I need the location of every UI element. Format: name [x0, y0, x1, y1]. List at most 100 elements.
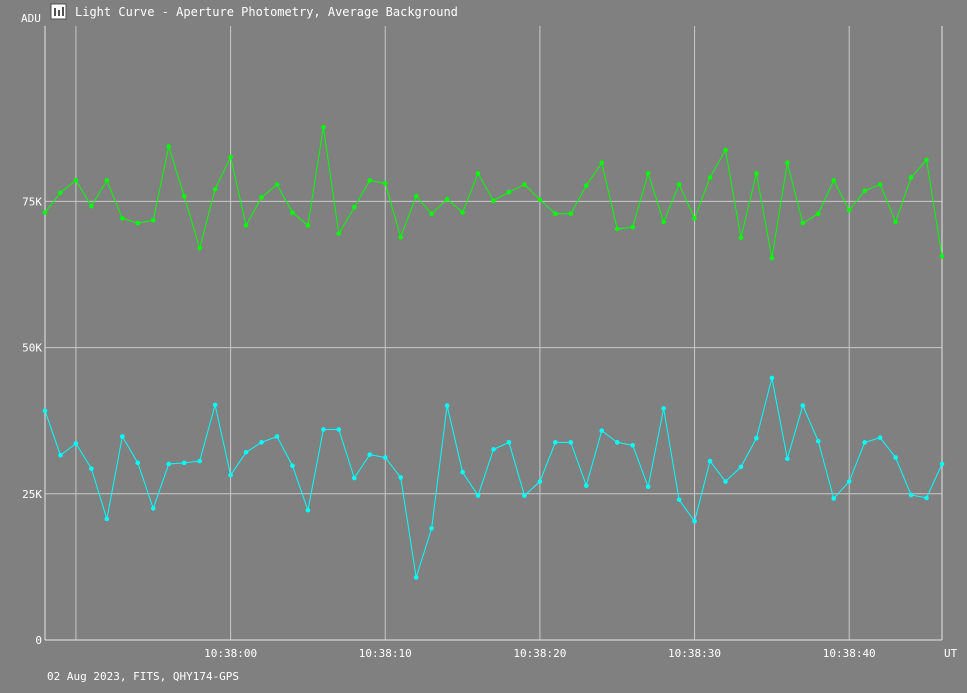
series-lower-point [831, 496, 837, 501]
series-upper-point [398, 234, 404, 240]
series-lower-point [166, 461, 172, 467]
series-upper-point [522, 182, 527, 187]
series-lower-point [104, 516, 110, 522]
series-upper-point [305, 223, 311, 228]
series-upper-point [877, 182, 883, 187]
series-upper-point [676, 182, 682, 187]
series-lower-point [58, 452, 63, 458]
series-lower-point [614, 440, 620, 445]
series-upper-point [583, 183, 589, 188]
x-tick-label-1: 10:38:00 [204, 647, 257, 660]
series-lower-point [769, 375, 775, 381]
series-lower-point [785, 456, 790, 462]
x-axis-label: UT [944, 647, 958, 660]
series-upper-point [893, 219, 898, 225]
series-lower-point [135, 460, 141, 466]
series-lower-point [305, 507, 311, 513]
series-lower-point [924, 495, 929, 501]
series-upper-point [429, 211, 434, 217]
series-lower [42, 375, 945, 580]
series-upper-point [290, 210, 295, 215]
series-upper-point [413, 193, 419, 199]
series-upper-point [614, 226, 620, 232]
series-lower-point [181, 460, 187, 466]
series-upper-point [352, 204, 357, 210]
series-lower-point [150, 506, 156, 511]
series-lower-point [228, 472, 233, 478]
series-upper-point [150, 217, 156, 223]
series-upper-point [104, 178, 110, 183]
series-upper-point [181, 193, 187, 199]
light-curve-app-icon[interactable] [50, 3, 67, 20]
series-upper-point [491, 198, 496, 204]
series-lower-point [73, 441, 79, 446]
series-lower-point [846, 479, 852, 484]
series-lower-point [553, 440, 558, 445]
series-upper [42, 124, 945, 261]
y-tick-label-1: 25K [22, 488, 42, 501]
y-tick-labels: 0 25K 50K 75K [22, 195, 42, 647]
y-tick-label-3: 75K [22, 195, 42, 208]
series-upper-point [274, 182, 280, 187]
series-lower-point [692, 518, 697, 524]
series-lower-point [583, 483, 589, 488]
series-upper-point [908, 175, 914, 180]
series-lower-point [274, 434, 280, 439]
series-lower-point [599, 428, 605, 433]
series-upper-point [924, 157, 929, 163]
series-lower-point [707, 458, 713, 464]
series-upper-point [212, 186, 218, 192]
series-upper-point [738, 235, 744, 240]
series-upper-point [42, 210, 48, 215]
series-lower-point [908, 492, 914, 498]
series-upper-point [785, 160, 790, 166]
series-upper-point [166, 144, 172, 149]
series-upper-point [367, 178, 373, 183]
series-upper-point [630, 224, 635, 230]
series-upper-point [89, 203, 94, 209]
series-upper-point [553, 211, 558, 217]
series-upper-point [645, 171, 651, 176]
series-upper-point [197, 245, 202, 251]
series-lower-point [877, 435, 883, 440]
series-lower-point [259, 440, 264, 445]
series-lower-point [367, 452, 373, 457]
series-lower-point [568, 440, 574, 445]
y-tick-label-2: 50K [22, 342, 42, 355]
series-lower-point [336, 427, 342, 432]
series-lower-point [676, 497, 682, 502]
series-lower-point [661, 406, 666, 411]
series-lower-point [645, 484, 651, 490]
series-upper-point [336, 231, 342, 236]
series-lower-point [630, 442, 635, 448]
series-upper-point [506, 189, 512, 195]
series-upper-point [382, 181, 388, 186]
series-lower-line [44, 377, 943, 578]
series-lower-point [862, 440, 867, 445]
x-tick-label-5: 10:38:40 [823, 647, 876, 660]
x-tick-labels: 10:38:00 10:38:10 10:38:20 10:38:30 10:38:40 [204, 647, 876, 660]
series-lower-point [723, 479, 728, 484]
series-upper-point [939, 254, 945, 259]
series-lower-point [398, 475, 404, 480]
x-tick-label-2: 10:38:10 [359, 647, 412, 660]
series-lower-point [537, 479, 543, 484]
series-upper-point [537, 197, 543, 202]
series-lower-point [120, 434, 125, 439]
series-lower-point [290, 463, 295, 469]
y-tick-label-0: 0 [35, 634, 42, 647]
series-upper-line [44, 127, 943, 259]
chart-title: Light Curve - Aperture Photometry, Avera… [75, 5, 458, 19]
series-upper-point [815, 211, 821, 217]
series-lower-point [754, 435, 759, 441]
series-lower-point [893, 455, 898, 460]
series-lower-point [475, 493, 481, 498]
series-upper-point [692, 216, 697, 221]
series-upper-point [831, 178, 837, 183]
series-upper-point [723, 147, 728, 153]
series-lower-point [491, 447, 496, 452]
title-bar: Light Curve - Aperture Photometry, Avera… [50, 3, 458, 20]
series-lower-point [197, 458, 202, 464]
series-upper-point [862, 188, 867, 194]
